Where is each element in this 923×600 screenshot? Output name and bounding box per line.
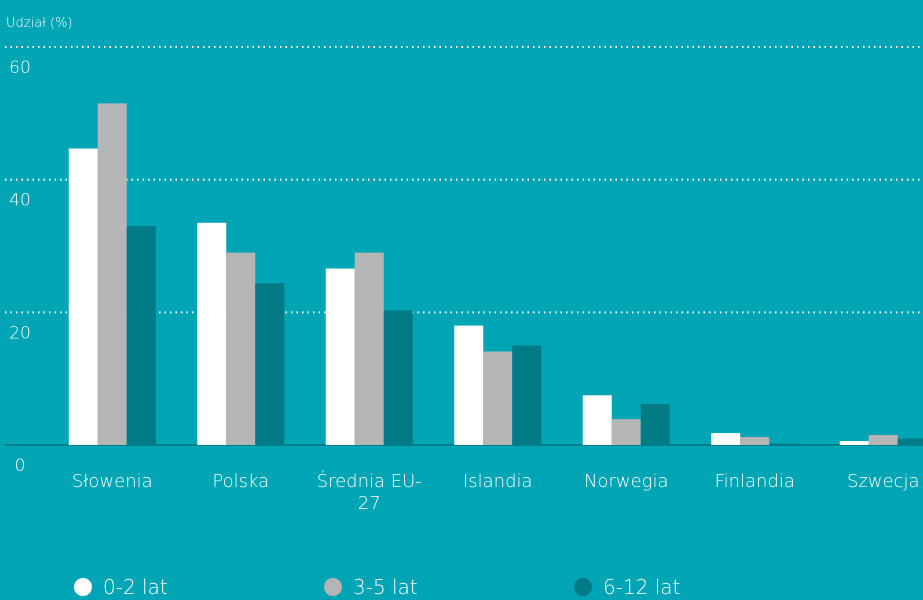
legend-label: 0-2 lat [103, 575, 168, 599]
bar [897, 438, 923, 445]
bar [197, 222, 227, 445]
x-tick-label: Średnia EU-27 [305, 471, 434, 515]
legend-swatch [574, 578, 592, 596]
x-tick-text: Norwegia [583, 471, 669, 492]
x-tick-label: Finlandia [691, 471, 820, 493]
bar [740, 437, 770, 445]
bar [868, 435, 898, 445]
bar [582, 395, 612, 445]
x-tick-text: Finlandia [714, 471, 795, 492]
bar [126, 226, 156, 445]
x-tick-label: Szwecja [819, 471, 923, 493]
bar [611, 419, 641, 445]
x-tick-text: Średnia EU-27 [316, 471, 422, 514]
bar [711, 433, 741, 445]
y-axis-label: Udział (%) [6, 16, 73, 31]
x-tick-text: Szwecja [846, 471, 920, 492]
bar [512, 345, 542, 445]
x-tick-text: Polska [212, 471, 270, 492]
x-tick-label: Islandia [434, 471, 563, 493]
legend-swatch [74, 578, 92, 596]
x-tick-text: Słowenia [71, 471, 153, 492]
bar [839, 441, 869, 445]
bar [354, 252, 384, 445]
bar [483, 351, 513, 445]
bar [383, 310, 413, 445]
legend-label: 6-12 lat [603, 575, 680, 599]
y-tick-label: 40 [9, 191, 31, 211]
bar [97, 103, 127, 445]
y-tick-label: 60 [9, 58, 31, 78]
bar [68, 148, 98, 446]
legend-label: 3-5 lat [353, 575, 418, 599]
bar [325, 268, 355, 445]
y-tick-label: 20 [9, 323, 31, 343]
bar [640, 403, 670, 445]
bar [454, 325, 484, 445]
bar [226, 252, 256, 445]
x-tick-label: Polska [177, 471, 306, 493]
bar [255, 283, 285, 445]
bar [769, 443, 799, 445]
x-tick-text: Islandia [462, 471, 533, 492]
legend-swatch [324, 578, 342, 596]
x-tick-label: Norwegia [562, 471, 691, 493]
y-tick-label: 0 [15, 456, 26, 476]
x-tick-label: Słowenia [48, 471, 177, 493]
